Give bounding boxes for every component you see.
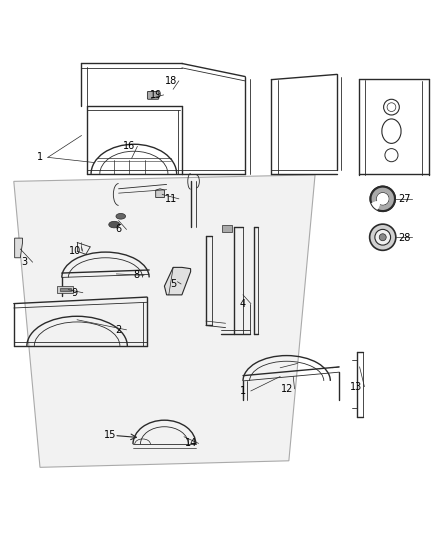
Wedge shape xyxy=(371,187,395,211)
Bar xyxy=(60,288,71,291)
Text: 13: 13 xyxy=(350,382,363,392)
Text: 4: 4 xyxy=(240,298,246,309)
Text: 10: 10 xyxy=(69,246,81,256)
FancyBboxPatch shape xyxy=(148,92,159,99)
Text: 9: 9 xyxy=(72,288,78,298)
Text: 1: 1 xyxy=(37,152,43,163)
Polygon shape xyxy=(14,175,315,467)
Polygon shape xyxy=(155,189,164,198)
Polygon shape xyxy=(14,238,22,258)
Ellipse shape xyxy=(116,213,126,219)
Text: 2: 2 xyxy=(116,325,122,335)
Circle shape xyxy=(375,229,391,245)
Ellipse shape xyxy=(109,221,120,228)
Bar xyxy=(223,224,232,231)
Text: 27: 27 xyxy=(398,194,411,204)
Text: 6: 6 xyxy=(116,224,122,235)
Text: 16: 16 xyxy=(124,141,136,151)
Text: 18: 18 xyxy=(165,76,177,86)
Text: 14: 14 xyxy=(184,438,197,448)
Text: 11: 11 xyxy=(165,194,177,204)
Circle shape xyxy=(370,224,396,251)
Text: 19: 19 xyxy=(149,90,162,100)
Wedge shape xyxy=(371,199,383,210)
Polygon shape xyxy=(164,268,191,295)
Text: 28: 28 xyxy=(399,233,411,243)
Text: 15: 15 xyxy=(104,430,116,440)
Text: 3: 3 xyxy=(21,257,28,267)
Polygon shape xyxy=(57,286,73,293)
Text: 12: 12 xyxy=(280,384,293,394)
Text: 1: 1 xyxy=(240,386,246,396)
Text: 8: 8 xyxy=(133,270,139,280)
Circle shape xyxy=(379,234,386,241)
Text: 5: 5 xyxy=(170,279,176,289)
